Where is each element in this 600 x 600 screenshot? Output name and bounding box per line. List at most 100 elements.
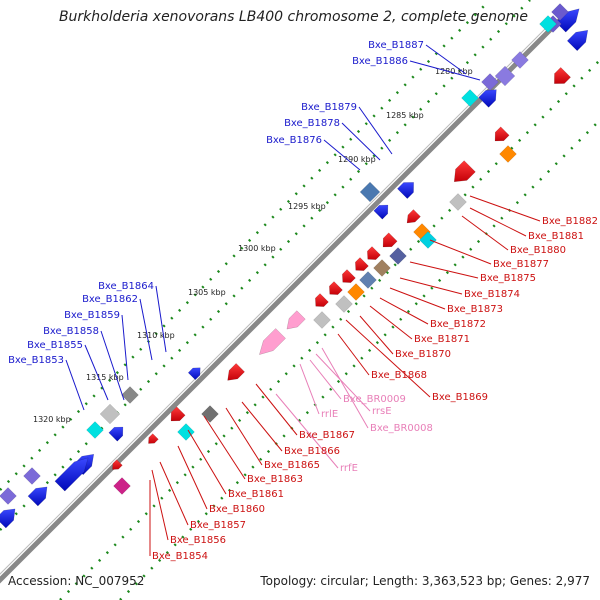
forward-gene-box <box>551 3 569 21</box>
scale-tick-label: 1320 kbp <box>33 415 71 424</box>
forward-gene-label: Bxe_B1879 <box>301 102 357 113</box>
reverse-gene-arrow <box>342 269 356 283</box>
reverse-gene-label: Bxe_B1882 <box>542 216 598 227</box>
gene-features <box>0 3 589 529</box>
scale-tick-label: 1285 kbp <box>386 111 424 120</box>
reverse-gene-arrow <box>227 363 245 381</box>
leader-line <box>461 215 509 251</box>
scale-tick-label: 1295 kbp <box>288 202 326 211</box>
scale-tick-label: 1310 kbp <box>137 331 175 340</box>
leader-line <box>409 261 479 279</box>
leader-line <box>323 139 361 171</box>
backbone-highlight <box>0 18 556 575</box>
forward-gene-box <box>539 15 557 33</box>
leader-line <box>121 314 129 381</box>
leader-line <box>84 344 109 401</box>
leader-line <box>275 393 339 469</box>
reverse-gene-label: Bxe_B1870 <box>395 349 451 360</box>
leader-line <box>469 195 541 222</box>
reverse-gene-label: Bxe_B1861 <box>228 489 284 500</box>
leader-line <box>315 353 371 412</box>
reverse-gene-arrow <box>170 406 186 422</box>
leader-line <box>203 415 246 480</box>
leader-line <box>429 239 492 265</box>
reverse-gene-label: Bxe_B1880 <box>510 245 566 256</box>
leader-line <box>151 469 169 541</box>
reverse-gene-label: Bxe_B1872 <box>430 319 486 330</box>
leader-line <box>321 347 369 429</box>
forward-gene-arrow <box>397 182 414 199</box>
forward-gene-label: Bxe_B1859 <box>64 310 120 321</box>
scale-tick-label: 1280 kbp <box>435 67 473 76</box>
reverse-gene-label: Bxe_B1881 <box>528 231 584 242</box>
reverse-gene-arrow <box>112 459 123 470</box>
forward-gene-arrow <box>373 204 389 220</box>
leader-line <box>159 461 189 526</box>
forward-gene-label: Bxe_B1864 <box>98 281 154 292</box>
forward-gene-label: Bxe_B1878 <box>284 118 340 129</box>
forward-gene-box <box>359 181 381 203</box>
forward-gene-label: Bxe_B1876 <box>266 135 322 146</box>
reverse-gene-box <box>177 423 195 441</box>
forward-gene-label: Bxe_B1853 <box>8 355 64 366</box>
forward-gene-label: Bxe_B1855 <box>27 340 83 351</box>
forward-gene-arrow <box>187 367 201 381</box>
reverse-gene-box <box>419 231 437 249</box>
rna-gene-label: Bxe_BR0009 <box>343 394 406 405</box>
leader-line <box>100 330 125 401</box>
leader-line <box>241 401 283 452</box>
accession-text: Accession: NC_007952 <box>8 574 145 588</box>
reverse-gene-arrow <box>494 126 510 142</box>
reverse-gene-label: Bxe_B1869 <box>432 392 488 403</box>
reverse-gene-label: Bxe_B1857 <box>190 520 246 531</box>
reverse-gene-box <box>449 193 467 211</box>
rna-gene-label: Bxe_BR0008 <box>370 423 433 434</box>
leader-line <box>155 285 167 353</box>
reverse-gene-label: Bxe_B1877 <box>493 259 549 270</box>
leader-line <box>337 333 370 376</box>
reverse-gene-label: Bxe_B1871 <box>414 334 470 345</box>
reverse-gene-label: Bxe_B1868 <box>371 370 427 381</box>
backbone-line <box>0 18 562 584</box>
reverse-gene-label: Bxe_B1866 <box>284 446 340 457</box>
scale-tick-label: 1305 kbp <box>188 288 226 297</box>
leader-line <box>369 305 413 340</box>
forward-gene-box <box>0 487 17 505</box>
forward-gene-arrow <box>566 29 589 52</box>
reverse-gene-arrow <box>406 209 421 224</box>
reverse-gene-arrow <box>554 67 571 84</box>
forward-gene-label: Bxe_B1887 <box>368 40 424 51</box>
reverse-gene-label: Bxe_B1863 <box>247 474 303 485</box>
leader-line <box>139 298 153 361</box>
reverse-gene-box <box>413 223 431 241</box>
forward-gene-box <box>511 51 529 69</box>
forward-gene-box <box>461 89 479 107</box>
forward-gene-box <box>494 65 516 87</box>
rrna-gene-arrow <box>286 310 306 330</box>
leader-line <box>255 383 298 436</box>
chromosome-backbone <box>0 18 562 584</box>
gene-labels: Bxe_B1887 Bxe_B1886 Bxe_B1879 Bxe_B1878 Bxe_… <box>8 40 598 562</box>
reverse-gene-arrow <box>315 293 329 307</box>
reverse-gene-label: Bxe_B1860 <box>209 504 265 515</box>
leader-line <box>469 207 527 237</box>
reverse-gene-box <box>499 145 517 163</box>
forward-gene-label: Bxe_B1862 <box>82 294 138 305</box>
leader-line <box>358 106 393 155</box>
reverse-gene-box <box>359 271 377 289</box>
reverse-gene-arrow <box>148 433 159 444</box>
leader-line <box>399 277 463 295</box>
reverse-gene-label: Bxe_B1854 <box>152 551 208 562</box>
reverse-gene-box <box>335 295 353 313</box>
reverse-gene-arrow <box>382 232 398 248</box>
reverse-gene-label: Bxe_B1873 <box>447 304 503 315</box>
reverse-gene-box <box>389 247 407 265</box>
scale-tick-label: 1315 kbp <box>86 373 124 382</box>
forward-gene-label: Bxe_B1858 <box>43 326 99 337</box>
reverse-gene-arrow <box>367 246 381 260</box>
reverse-gene-arrow <box>329 281 343 295</box>
leader-line <box>379 297 429 325</box>
forward-gene-arrow <box>54 457 89 492</box>
forward-gene-box <box>86 421 104 439</box>
